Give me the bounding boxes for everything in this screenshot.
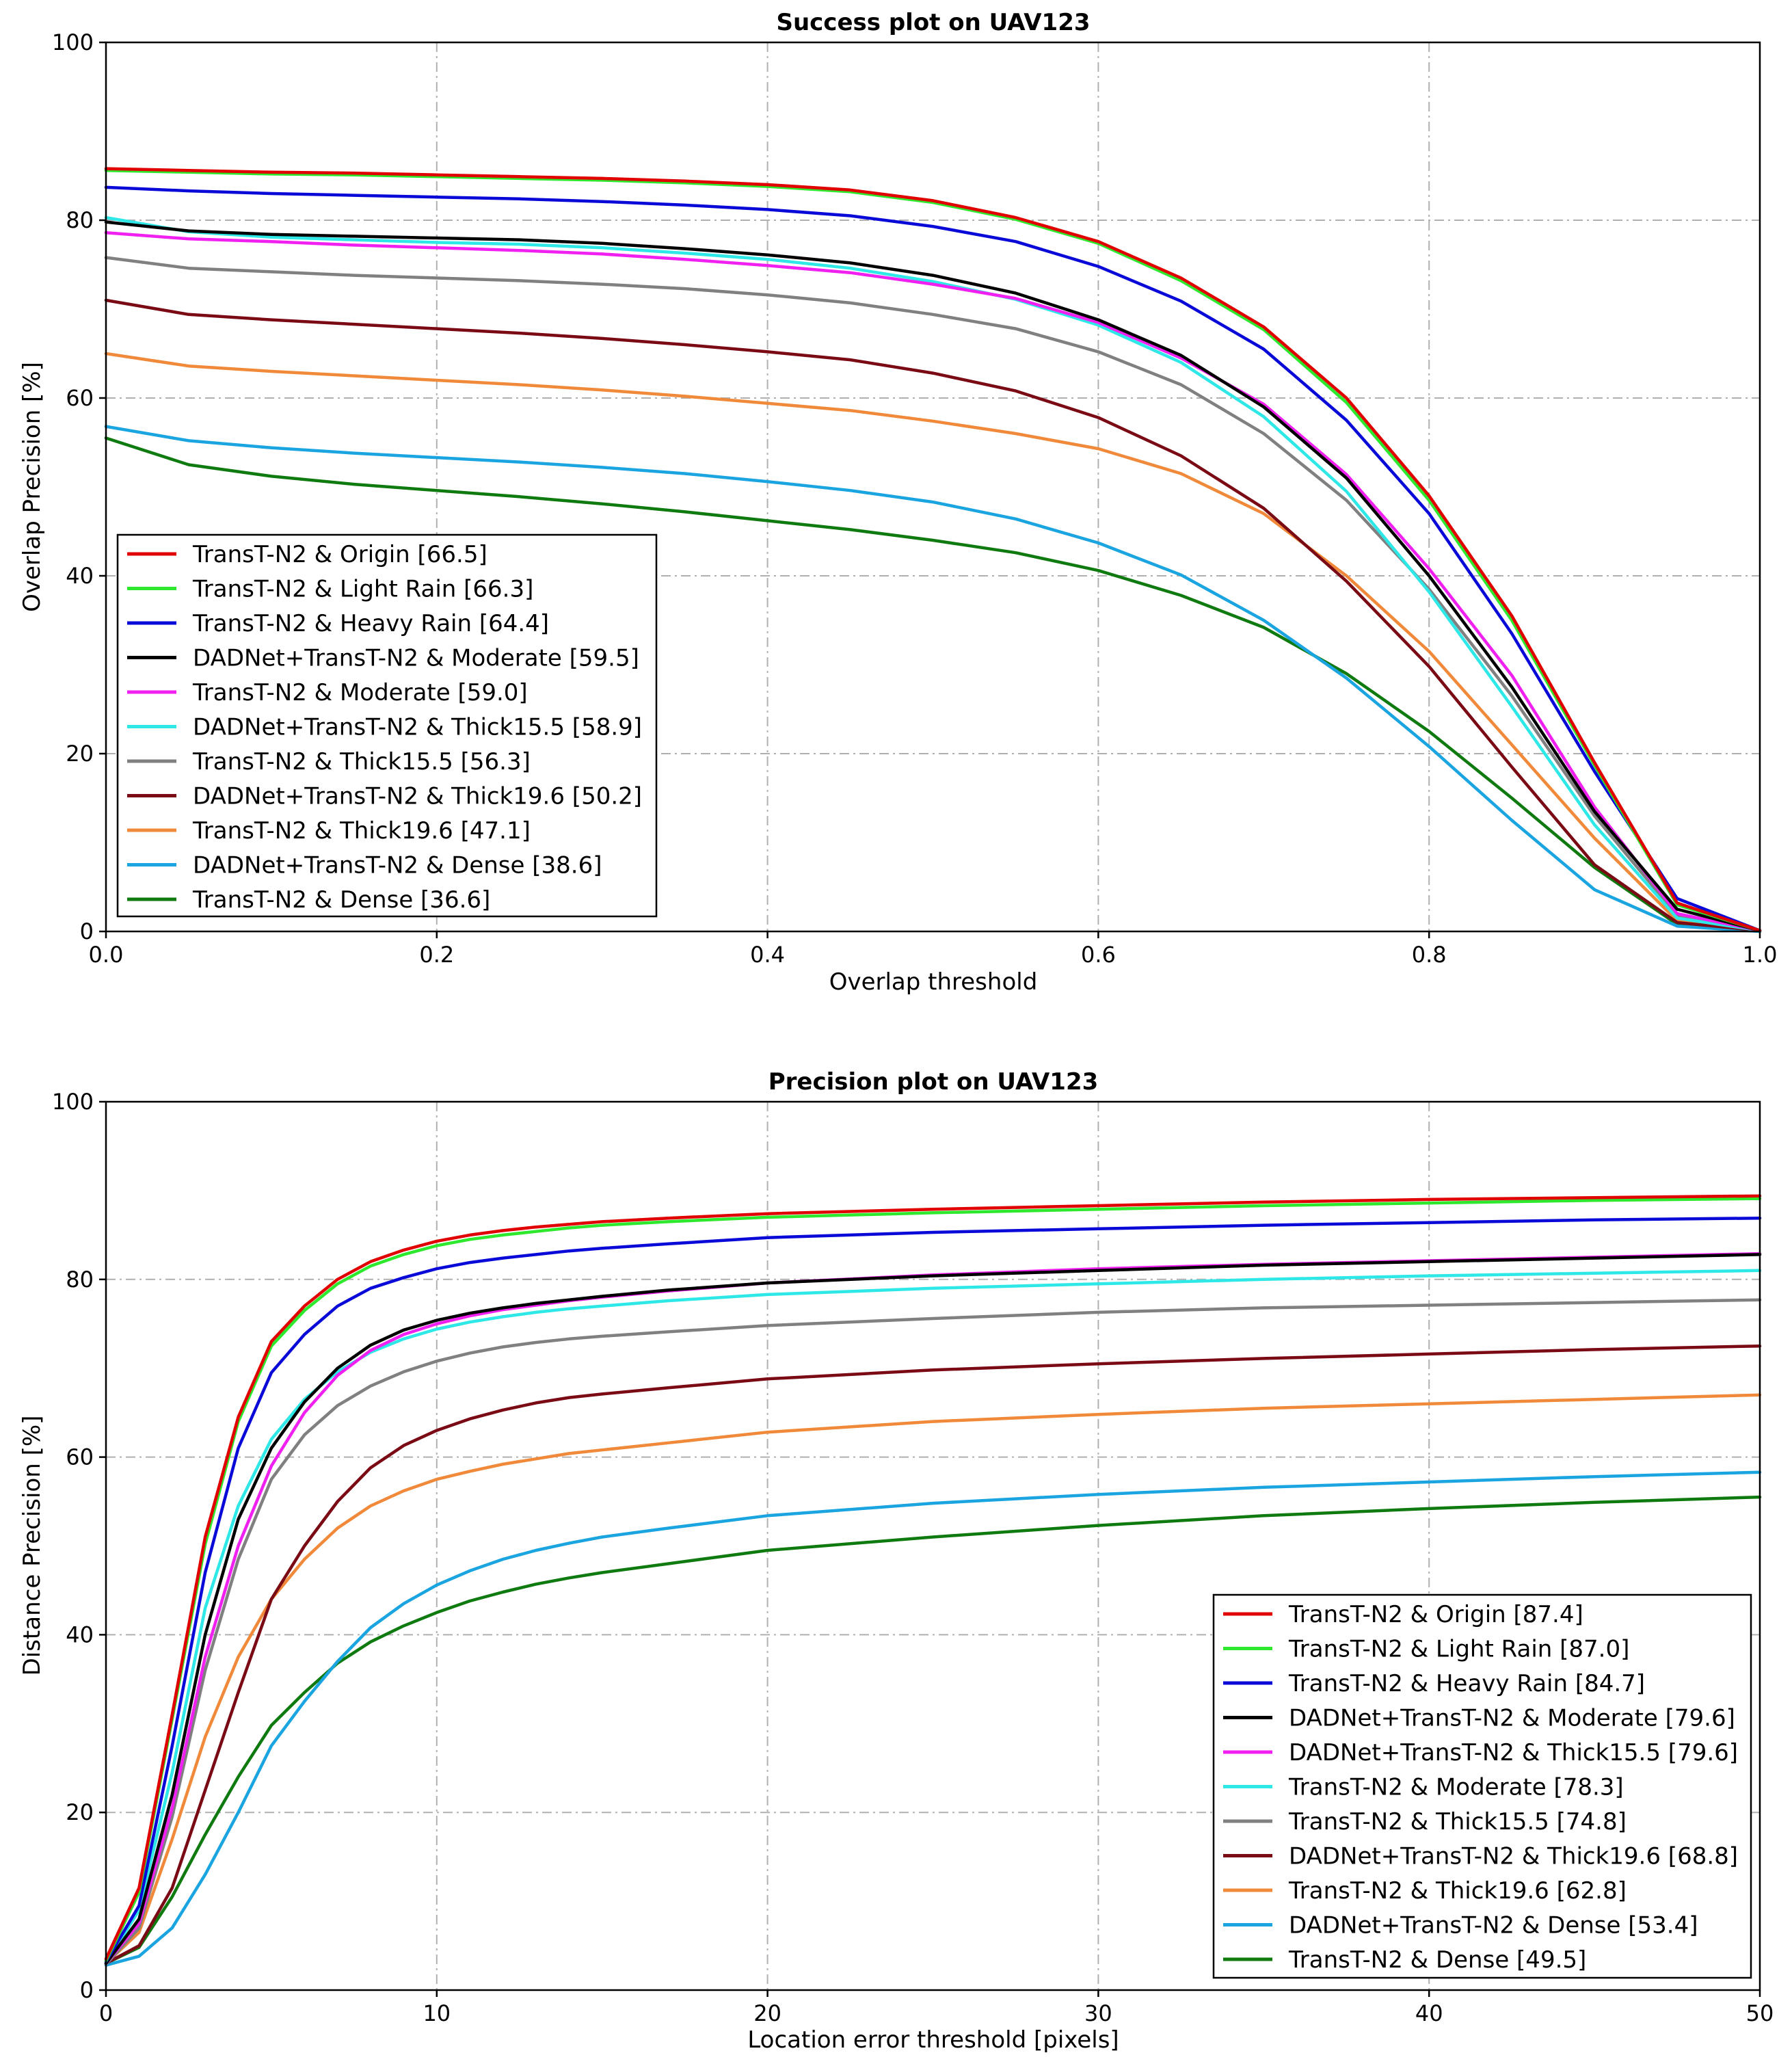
x-tick-label: 40 — [1415, 2000, 1443, 2026]
legend-label: TransT-N2 & Thick15.5 [56.3] — [192, 748, 531, 776]
series-line-transt-n2-thick19-6-47-1 — [104, 352, 1762, 932]
success-plot-grid — [106, 42, 1760, 931]
legend-label: DADNet+TransT-N2 & Thick19.6 [50.2] — [193, 783, 642, 810]
x-tick-label: 0.2 — [419, 942, 454, 968]
series-line-dadnet-transt-n2-thick15-5-79-6 — [104, 1251, 1762, 1965]
y-tick-label: 80 — [66, 207, 94, 233]
x-tick-label: 1.0 — [1743, 942, 1778, 968]
series-line-transt-n2-moderate-78-3 — [104, 1269, 1762, 1965]
series-line-transt-n2-heavy-rain-64-4 — [104, 185, 1762, 932]
series-line-transt-n2-dense-36-6 — [104, 436, 1762, 933]
x-tick-label: 0.0 — [89, 942, 124, 968]
series-line-dadnet-transt-n2-thick19-6-50-2 — [104, 298, 1762, 932]
precision-plot-axes-frame — [105, 1100, 1761, 1991]
legend-label: TransT-N2 & Thick15.5 [74.8] — [1288, 1808, 1627, 1836]
x-tick-label: 50 — [1746, 2000, 1774, 2026]
series-line-dadnet-transt-n2-thick15-5-58-9 — [104, 215, 1762, 932]
legend-label: TransT-N2 & Heavy Rain [64.4] — [192, 610, 549, 637]
y-tick-label: 20 — [66, 741, 94, 767]
success-plot-ticks: 0.0 0.2 0.4 0.6 0.8 1.0 0 20 40 60 80 100 — [52, 29, 1778, 968]
series-line-transt-n2-thick19-6-62-8 — [104, 1393, 1762, 1965]
y-tick-label: 20 — [66, 1799, 94, 1825]
series-line-dadnet-transt-n2-thick19-6-68-8 — [104, 1344, 1762, 1965]
precision-plot-legend: TransT-N2 & Origin [87.4] TransT-N2 & Lig… — [1212, 1593, 1752, 1979]
success-plot-ylabel: Overlap Precision [%] — [18, 362, 46, 612]
x-tick-label: 30 — [1084, 2000, 1112, 2026]
y-tick-label: 40 — [66, 563, 94, 589]
y-tick-label: 100 — [52, 29, 94, 55]
precision-plot-ticks: 0 10 20 30 40 50 0 20 40 60 80 100 — [52, 1089, 1774, 2026]
series-line-transt-n2-heavy-rain-84-7 — [104, 1216, 1762, 1963]
success-plot-title: Success plot on UAV123 — [776, 9, 1090, 36]
x-tick-label: 0 — [99, 2000, 113, 2026]
x-tick-label: 20 — [753, 2000, 781, 2026]
success-plot-legend: TransT-N2 & Origin [66.5] TransT-N2 & Lig… — [116, 533, 658, 918]
x-tick-label: 0.4 — [750, 942, 785, 968]
legend-label: DADNet+TransT-N2 & Moderate [79.6] — [1289, 1705, 1735, 1732]
series-line-dadnet-transt-n2-dense-38-6 — [104, 425, 1762, 933]
x-tick-label: 0.6 — [1081, 942, 1116, 968]
series-line-transt-n2-thick15-5-56-3 — [104, 256, 1762, 932]
y-tick-label: 80 — [66, 1267, 94, 1293]
y-tick-label: 100 — [52, 1089, 94, 1115]
legend-label: TransT-N2 & Heavy Rain [84.7] — [1288, 1670, 1645, 1697]
series-line-transt-n2-light-rain-66-3 — [104, 168, 1762, 932]
series-line-dadnet-transt-n2-moderate-59-5 — [104, 220, 1762, 932]
legend-label: TransT-N2 & Moderate [59.0] — [192, 679, 528, 706]
precision-plot-ylabel: Distance Precision [%] — [18, 1416, 46, 1676]
series-line-transt-n2-moderate-59-0 — [104, 230, 1762, 932]
success-plot-series — [104, 167, 1762, 933]
y-tick-label: 0 — [80, 918, 94, 944]
legend-label: TransT-N2 & Thick19.6 [62.8] — [1288, 1877, 1627, 1905]
legend-label: DADNet+TransT-N2 & Thick19.6 [68.8] — [1289, 1843, 1738, 1870]
x-tick-label: 10 — [423, 2000, 451, 2026]
precision-plot-xlabel: Location error threshold [pixels] — [747, 2026, 1119, 2054]
y-tick-label: 40 — [66, 1621, 94, 1647]
success-plot-axes-frame — [105, 41, 1761, 933]
y-tick-label: 60 — [66, 385, 94, 411]
legend-label: TransT-N2 & Light Rain [66.3] — [192, 576, 533, 603]
legend-label: DADNet+TransT-N2 & Moderate [59.5] — [193, 645, 639, 672]
legend-label: TransT-N2 & Thick19.6 [47.1] — [192, 817, 531, 845]
y-tick-label: 0 — [80, 1977, 94, 2003]
precision-plot-title: Precision plot on UAV123 — [768, 1068, 1099, 1096]
legend-label: DADNet+TransT-N2 & Thick15.5 [58.9] — [193, 714, 642, 741]
x-tick-label: 0.8 — [1412, 942, 1447, 968]
legend-label: TransT-N2 & Origin [66.5] — [192, 541, 487, 568]
precision-plot-series — [104, 1194, 1762, 1967]
precision-plot: Precision plot on UAV123 0 10 20 30 40 50 0 20 4… — [18, 1068, 1774, 2054]
series-line-dadnet-transt-n2-dense-53-4 — [104, 1470, 1762, 1967]
precision-plot-legend-box — [1212, 1593, 1752, 1979]
y-tick-label: 60 — [66, 1444, 94, 1470]
legend-label: TransT-N2 & Dense [36.6] — [192, 886, 490, 914]
success-plot: Success plot on UAV123 0.0 0.2 0.4 0.6 0.8 1.… — [18, 9, 1777, 996]
legend-label: TransT-N2 & Dense [49.5] — [1288, 1946, 1586, 1974]
legend-label: DADNet+TransT-N2 & Dense [38.6] — [193, 852, 602, 879]
legend-label: TransT-N2 & Origin [87.4] — [1288, 1601, 1583, 1628]
series-line-transt-n2-dense-49-5 — [104, 1495, 1762, 1965]
series-line-transt-n2-origin-66-5 — [104, 167, 1762, 932]
series-line-transt-n2-thick15-5-74-8 — [104, 1298, 1762, 1966]
legend-label: TransT-N2 & Moderate [78.3] — [1288, 1774, 1624, 1801]
success-plot-legend-box — [116, 533, 658, 918]
legend-label: DADNet+TransT-N2 & Dense [53.4] — [1289, 1912, 1698, 1939]
success-plot-xlabel: Overlap threshold — [829, 968, 1038, 996]
legend-label: DADNet+TransT-N2 & Thick15.5 [79.6] — [1289, 1739, 1738, 1766]
series-line-transt-n2-origin-87-4 — [104, 1194, 1762, 1961]
legend-label: TransT-N2 & Light Rain [87.0] — [1288, 1636, 1629, 1663]
series-line-dadnet-transt-n2-moderate-79-6 — [104, 1253, 1762, 1965]
